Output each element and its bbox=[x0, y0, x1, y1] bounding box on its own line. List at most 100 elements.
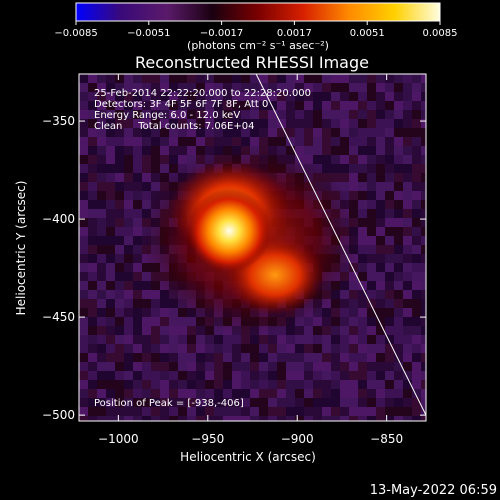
noise-cell bbox=[250, 83, 259, 92]
noise-cell bbox=[385, 101, 394, 110]
noise-cell bbox=[151, 110, 160, 119]
noise-cell bbox=[376, 209, 385, 218]
noise-cell bbox=[286, 362, 295, 371]
noise-cell bbox=[385, 227, 394, 236]
noise-cell bbox=[124, 74, 133, 83]
noise-cell bbox=[376, 335, 385, 344]
noise-cell bbox=[124, 191, 133, 200]
noise-cell bbox=[322, 380, 331, 389]
noise-cell bbox=[205, 335, 214, 344]
noise-cell bbox=[88, 317, 97, 326]
noise-cell bbox=[376, 362, 385, 371]
noise-cell bbox=[115, 263, 124, 272]
noise-cell bbox=[331, 326, 340, 335]
noise-cell bbox=[142, 416, 151, 421]
noise-cell bbox=[421, 74, 426, 83]
noise-cell bbox=[241, 137, 250, 146]
noise-cell bbox=[196, 371, 205, 380]
noise-cell bbox=[385, 263, 394, 272]
noise-cell bbox=[124, 200, 133, 209]
noise-cell bbox=[376, 245, 385, 254]
noise-cell bbox=[403, 74, 412, 83]
noise-cell bbox=[394, 344, 403, 353]
noise-cell bbox=[367, 245, 376, 254]
noise-cell bbox=[376, 317, 385, 326]
noise-cell bbox=[196, 137, 205, 146]
noise-cell bbox=[187, 371, 196, 380]
noise-cell bbox=[88, 308, 97, 317]
noise-cell bbox=[340, 83, 349, 92]
noise-cell bbox=[340, 74, 349, 83]
noise-cell bbox=[394, 317, 403, 326]
noise-cell bbox=[358, 92, 367, 101]
noise-cell bbox=[151, 290, 160, 299]
noise-cell bbox=[187, 362, 196, 371]
noise-cell bbox=[133, 317, 142, 326]
x-tick-label: −850 bbox=[370, 432, 403, 446]
noise-cell bbox=[403, 308, 412, 317]
noise-cell bbox=[79, 110, 88, 119]
noise-cell bbox=[106, 182, 115, 191]
noise-cell bbox=[187, 398, 196, 407]
noise-cell bbox=[268, 353, 277, 362]
noise-cell bbox=[367, 173, 376, 182]
noise-cell bbox=[160, 371, 169, 380]
noise-cell bbox=[160, 380, 169, 389]
noise-cell bbox=[403, 380, 412, 389]
noise-cell bbox=[394, 236, 403, 245]
noise-cell bbox=[385, 236, 394, 245]
y-axis-ticks: −350 −400 −450 −500 bbox=[42, 114, 426, 422]
noise-cell bbox=[214, 362, 223, 371]
noise-cell bbox=[268, 416, 277, 421]
noise-cell bbox=[421, 164, 426, 173]
noise-cell bbox=[385, 380, 394, 389]
noise-cell bbox=[223, 398, 232, 407]
noise-cell bbox=[340, 101, 349, 110]
noise-cell bbox=[223, 92, 232, 101]
noise-cell bbox=[286, 335, 295, 344]
noise-cell bbox=[88, 173, 97, 182]
noise-cell bbox=[115, 182, 124, 191]
noise-cell bbox=[151, 317, 160, 326]
noise-cell bbox=[88, 407, 97, 416]
noise-cell bbox=[133, 290, 142, 299]
noise-cell bbox=[313, 74, 322, 83]
noise-cell bbox=[187, 344, 196, 353]
noise-cell bbox=[160, 164, 169, 173]
noise-cell bbox=[133, 164, 142, 173]
noise-cell bbox=[133, 389, 142, 398]
noise-cell bbox=[340, 92, 349, 101]
noise-cell bbox=[376, 146, 385, 155]
noise-cell bbox=[106, 110, 115, 119]
noise-cell bbox=[106, 371, 115, 380]
noise-cell bbox=[160, 407, 169, 416]
noise-cell bbox=[88, 119, 97, 128]
noise-cell bbox=[349, 299, 358, 308]
noise-cell bbox=[349, 137, 358, 146]
y-tick-label: −500 bbox=[42, 408, 75, 422]
noise-cell bbox=[133, 209, 142, 218]
noise-cell bbox=[169, 128, 178, 137]
noise-cell bbox=[376, 173, 385, 182]
noise-cell bbox=[241, 335, 250, 344]
noise-cell bbox=[169, 155, 178, 164]
noise-cell bbox=[367, 335, 376, 344]
noise-cell bbox=[88, 281, 97, 290]
noise-cell bbox=[358, 290, 367, 299]
noise-cell bbox=[79, 290, 88, 299]
noise-cell bbox=[394, 137, 403, 146]
noise-cell bbox=[79, 209, 88, 218]
noise-cell bbox=[97, 110, 106, 119]
noise-cell bbox=[160, 398, 169, 407]
noise-cell bbox=[79, 137, 88, 146]
noise-cell bbox=[403, 128, 412, 137]
noise-cell bbox=[196, 380, 205, 389]
noise-cell bbox=[349, 398, 358, 407]
noise-cell bbox=[331, 353, 340, 362]
noise-cell bbox=[295, 119, 304, 128]
noise-cell bbox=[115, 416, 124, 421]
noise-cell bbox=[394, 182, 403, 191]
noise-cell bbox=[133, 407, 142, 416]
noise-cell bbox=[223, 83, 232, 92]
noise-cell bbox=[376, 101, 385, 110]
